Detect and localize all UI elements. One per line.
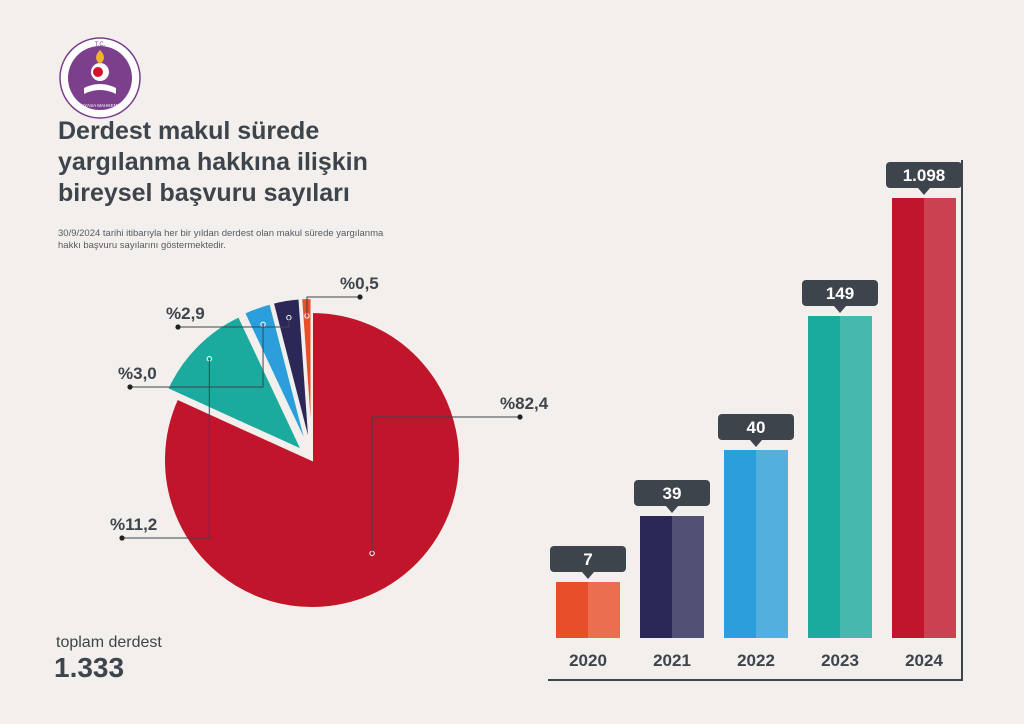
page-title: Derdest makul sürede yargılanma hakkına … [58,116,438,209]
value-label-2020: 7 [583,550,592,569]
value-badge-2024 [886,162,962,188]
value-label-2024: 1.098 [903,166,946,185]
leader-line-2023 [122,358,210,539]
value-label-2021: 39 [663,484,682,503]
leader-end-2021 [175,324,181,330]
bar-highlight-2022 [756,450,788,638]
bar-2022 [724,450,756,638]
value-badge-pointer-2020 [582,572,594,579]
value-badge-pointer-2021 [666,506,678,513]
value-badge-2021 [634,480,710,506]
logo-text-bottom: ANAYASA MAHKEMESİ [75,102,125,108]
leader-end-2022 [127,384,133,390]
page-subtitle: 30/9/2024 tarihi itibarıyla her bir yıld… [58,228,458,252]
pie-label-2022: %3,0 [118,364,157,383]
bar-highlight-2020 [588,582,620,638]
category-label-2020: 2020 [569,651,607,670]
pie-slice-2021 [271,297,311,447]
bar-chart: 7 2020 39 2021 40 2022 149 2023 1.098 2024 [548,160,963,681]
category-label-2023: 2023 [821,651,859,670]
bar-highlight-2024 [924,198,956,638]
pie-label-2024: %82,4 [500,394,549,413]
pie-chart: %82,4 %11,2 %3,0 %2,9 %0,5 [110,274,549,609]
subtitle-line-2: hakkı başvuru sayılarını göstermektedir. [58,240,226,251]
leader-line-2022 [130,324,264,388]
bar-2024 [892,198,924,638]
value-badge-pointer-2023 [834,306,846,313]
leader-end-2024 [517,414,523,420]
leader-line-2020 [306,296,360,316]
leader-line-2024 [371,416,520,554]
anayasa-mahkemesi-logo: T.C. ANAYASA MAHKEMESİ [59,37,141,119]
pie-slice-2020 [300,297,313,447]
bar-chart-axis [548,160,963,681]
pie-slice-2022 [242,302,309,448]
pie-label-2020: %0,5 [340,274,379,293]
bar-2023 [808,316,840,638]
leader-line-2021 [178,317,290,328]
bar-2021 [640,516,672,638]
bar-highlight-2021 [672,516,704,638]
pie-label-2023: %11,2 [110,515,157,534]
category-label-2024: 2024 [905,651,943,670]
value-badge-pointer-2022 [750,440,762,447]
category-label-2021: 2021 [653,651,691,670]
pie-slice-2024 [163,310,461,609]
title-line-2: yargılanma hakkına ilişkin [58,148,368,176]
bar-2020 [556,582,588,638]
value-badge-2020 [550,546,626,572]
value-label-2022: 40 [747,418,766,437]
value-label-2023: 149 [826,284,854,303]
title-line-1: Derdest makul sürede [58,117,320,145]
pie-label-2021: %2,9 [166,304,205,323]
total-label: toplam derdest [56,634,162,651]
title-line-3: bireysel başvuru sayıları [58,179,350,207]
total-value: 1.333 [54,652,125,683]
value-badge-2023 [802,280,878,306]
logo-text-top: T.C. [95,42,106,48]
pie-slice-2023 [165,314,305,453]
category-label-2022: 2022 [737,651,775,670]
value-badge-pointer-2024 [918,188,930,195]
leader-end-2023 [119,535,125,541]
bar-highlight-2023 [840,316,872,638]
value-badge-2022 [718,414,794,440]
subtitle-line-1: 30/9/2024 tarihi itibarıyla her bir yıld… [58,228,384,239]
leader-end-2020 [357,294,363,300]
